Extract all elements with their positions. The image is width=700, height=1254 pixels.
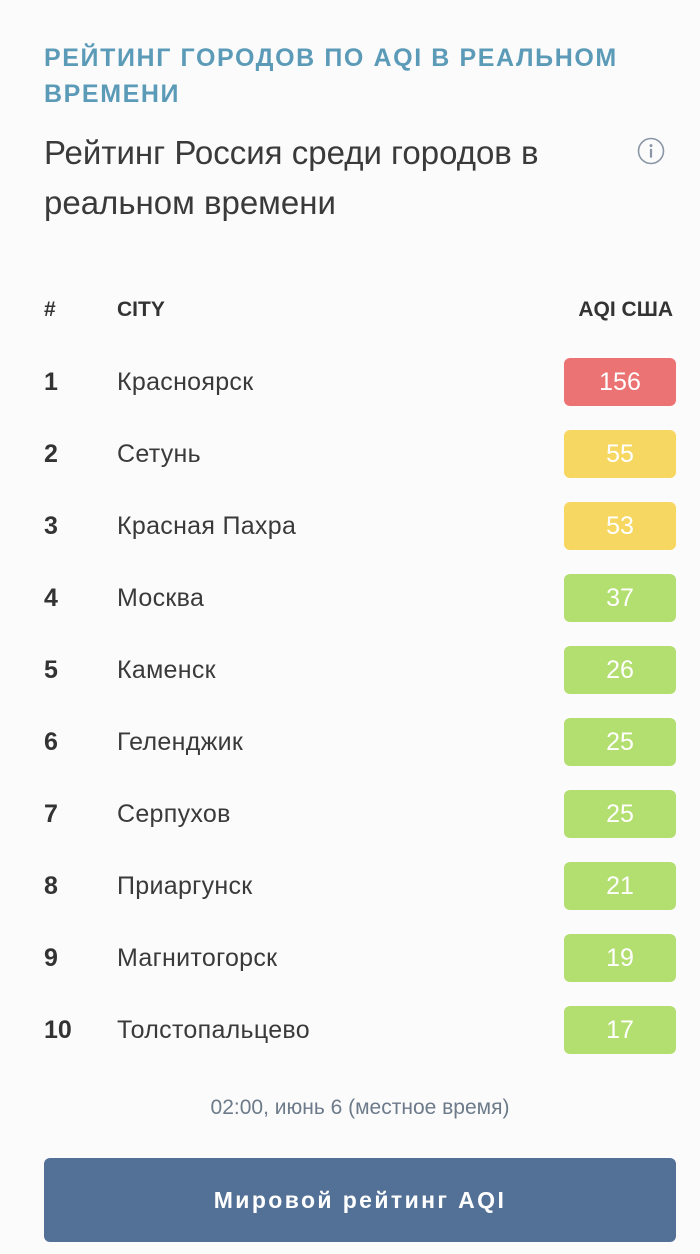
row-rank: 2 — [44, 440, 58, 468]
row-rank: 6 — [44, 728, 58, 756]
row-city-name[interactable]: Магнитогорск — [117, 944, 278, 972]
aqi-badge: 37 — [564, 574, 676, 622]
row-rank: 10 — [44, 1016, 72, 1044]
update-timestamp: 02:00, июнь 6 (местное время) — [210, 1096, 510, 1119]
row-rank: 1 — [44, 368, 58, 396]
row-rank: 8 — [44, 872, 58, 900]
column-header-rank: # — [44, 298, 56, 321]
row-rank: 3 — [44, 512, 58, 540]
row-city-name[interactable]: Серпухов — [117, 800, 231, 828]
column-header-city: CITY — [117, 298, 165, 321]
table-row[interactable]: 2 Сетунь 55 — [0, 418, 700, 490]
aqi-badge: 21 — [564, 862, 676, 910]
world-aqi-ranking-button[interactable]: Мировой рейтинг AQI — [44, 1158, 676, 1242]
section-eyebrow-title: Рейтинг городов по AQI в реальном времен… — [44, 44, 618, 108]
row-city-name[interactable]: Толстопальцево — [117, 1016, 310, 1044]
table-row[interactable]: 8 Приаргунск 21 — [0, 850, 700, 922]
table-row[interactable]: 10 Толстопальцево 17 — [0, 994, 700, 1066]
ranking-table-body: 1 Красноярск 156 2 Сетунь 55 3 Красная Пахра 53 4… — [0, 346, 700, 1066]
table-row[interactable]: 4 Москва 37 — [0, 562, 700, 634]
row-city-name[interactable]: Красноярск — [117, 368, 254, 396]
table-row[interactable]: 6 Геленджик 25 — [0, 706, 700, 778]
row-city-name[interactable]: Приаргунск — [117, 872, 253, 900]
page-title: Рейтинг Россия среди городов в реальном … — [44, 134, 539, 221]
table-row[interactable]: 3 Красная Пахра 53 — [0, 490, 700, 562]
row-city-name[interactable]: Геленджик — [117, 728, 244, 756]
aqi-badge: 26 — [564, 646, 676, 694]
row-city-name[interactable]: Сетунь — [117, 440, 201, 468]
row-rank: 5 — [44, 656, 58, 684]
row-rank: 7 — [44, 800, 58, 828]
info-icon[interactable] — [637, 137, 665, 165]
row-rank: 4 — [44, 584, 58, 612]
aqi-badge: 53 — [564, 502, 676, 550]
table-header: # CITY AQI США — [0, 296, 700, 324]
aqi-badge: 25 — [564, 790, 676, 838]
table-row[interactable]: 7 Серпухов 25 — [0, 778, 700, 850]
column-header-aqi: AQI США — [578, 298, 673, 321]
row-rank: 9 — [44, 944, 58, 972]
row-city-name[interactable]: Красная Пахра — [117, 512, 297, 540]
aqi-badge: 25 — [564, 718, 676, 766]
table-row[interactable]: 9 Магнитогорск 19 — [0, 922, 700, 994]
aqi-badge: 19 — [564, 934, 676, 982]
aqi-badge: 55 — [564, 430, 676, 478]
table-row[interactable]: 1 Красноярск 156 — [0, 346, 700, 418]
row-city-name[interactable]: Москва — [117, 584, 205, 612]
aqi-badge: 156 — [564, 358, 676, 406]
aqi-badge: 17 — [564, 1006, 676, 1054]
table-row[interactable]: 5 Каменск 26 — [0, 634, 700, 706]
row-city-name[interactable]: Каменск — [117, 656, 216, 684]
